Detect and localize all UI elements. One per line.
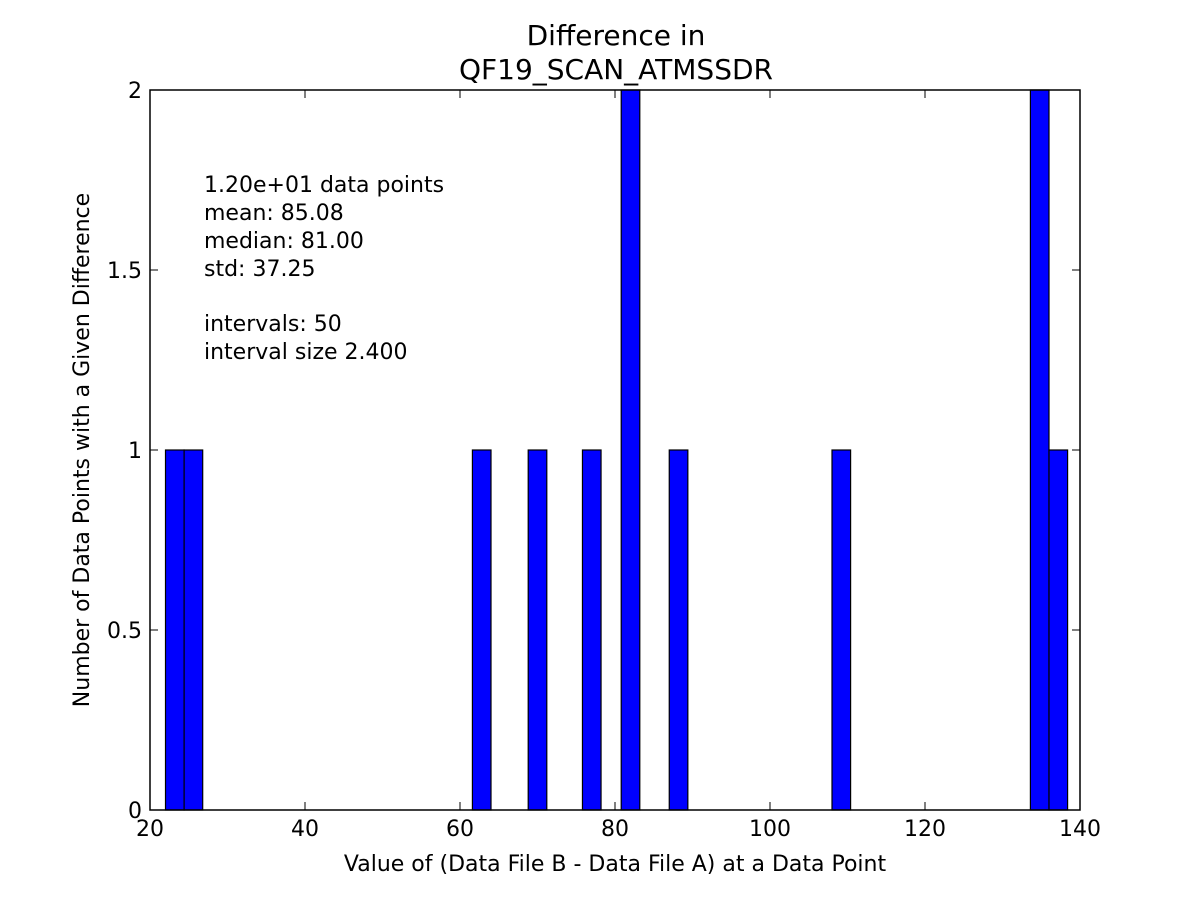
stats-median: median: 81.00 [204,229,364,254]
y-tick-label-2: 1 [128,439,142,464]
histogram-bar-0 [164,449,185,811]
histogram-bar-6 [668,449,689,811]
histogram-bar-2 [471,449,492,811]
x-tick-label-1: 40 [291,817,319,842]
y-axis-label: Number of Data Points with a Given Diffe… [70,193,95,707]
x-tick-label-5: 120 [904,817,946,842]
histogram-bar-4 [581,449,602,811]
histogram-bar-8 [1029,89,1050,811]
histogram-bar-5 [620,89,641,811]
stats-annotation: 1.20e+01 data points mean: 85.08 median:… [204,173,444,365]
x-tick-label-4: 100 [749,817,791,842]
histogram-bar-9 [1048,449,1069,811]
y-tick-label-0: 0 [128,799,142,824]
stats-count: 1.20e+01 data points [204,173,444,198]
x-tick-label-0: 20 [136,817,164,842]
histogram-bar-7 [831,449,852,811]
stats-std: std: 37.25 [204,257,315,282]
histogram-bar-3 [527,449,548,811]
tick-labels-group: 20 40 60 80 100 120 140 0 0.5 1 1.5 2 [107,79,1101,842]
x-tick-label-6: 140 [1059,817,1101,842]
histogram-bar-1 [183,449,204,811]
bars-group [164,89,1069,811]
x-axis-label: Value of (Data File B - Data File A) at … [344,852,887,877]
y-tick-label-4: 2 [128,79,142,104]
x-tick-label-3: 80 [601,817,629,842]
y-tick-label-1: 0.5 [107,619,142,644]
ticks-group [149,89,1081,811]
plot-frame [149,89,1081,811]
stats-mean: mean: 85.08 [204,201,344,226]
stats-interval-size: interval size 2.400 [204,340,408,365]
y-tick-label-3: 1.5 [107,259,142,284]
x-tick-label-2: 60 [446,817,474,842]
chart-title-line-1: Difference in [527,19,706,52]
chart-title-line-2: QF19_SCAN_ATMSSDR [459,53,773,86]
stats-intervals: intervals: 50 [204,312,342,337]
